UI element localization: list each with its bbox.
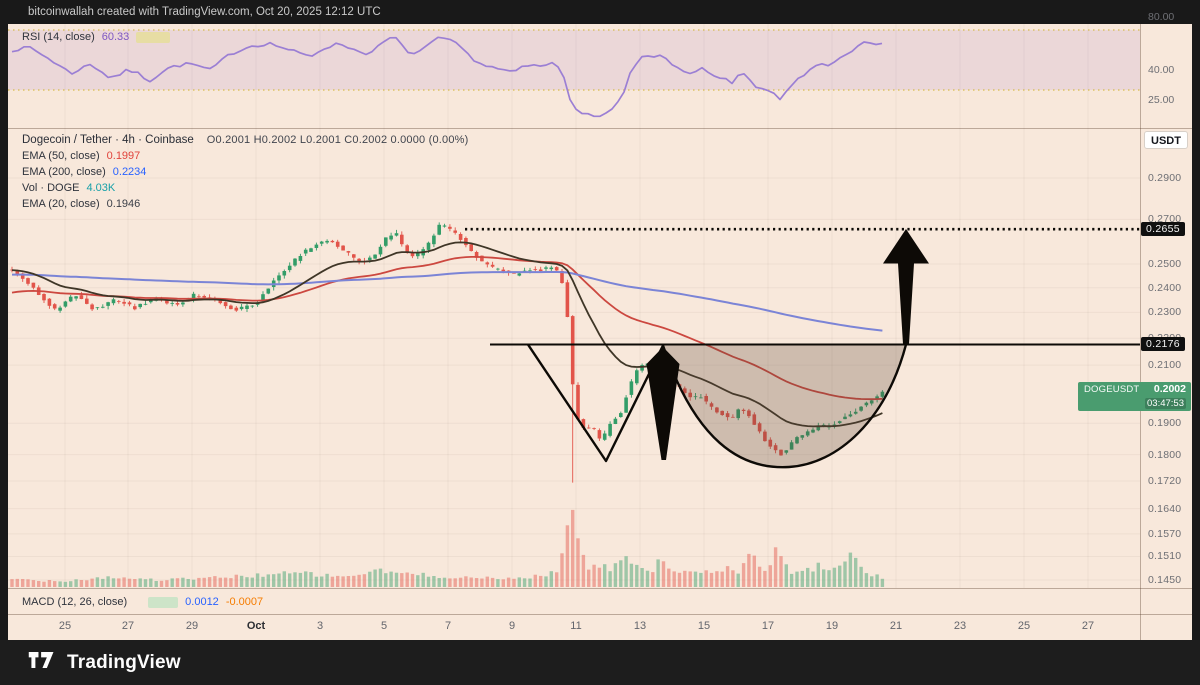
indicator-legend-row[interactable]: EMA (200, close) 0.2234 (22, 164, 469, 180)
time-axis-label: 9 (508, 620, 516, 632)
last-price-value: 0.2002 (1153, 382, 1186, 395)
rsi-pane-plot[interactable] (8, 24, 1140, 128)
time-axis-label: 29 (185, 620, 199, 632)
ema200-line (12, 271, 883, 332)
time-axis-label: 21 (889, 620, 903, 632)
v-pattern-outline[interactable] (527, 343, 665, 463)
time-axis-separator (8, 614, 1192, 615)
time-axis-label: 17 (761, 620, 775, 632)
price-axis-label: 0.1800 (1148, 448, 1182, 461)
indicator-legend-row[interactable]: Vol · DOGE 4.03K (22, 180, 469, 196)
rsi-band (8, 30, 1140, 90)
bar-countdown: 03:47:53 (1145, 397, 1186, 409)
last-price-symbol: DOGEUSDT (1084, 383, 1140, 395)
symbol-legend[interactable]: Dogecoin / Tether · 4h · Coinbase O0.200… (22, 132, 469, 212)
symbol-title: Dogecoin / Tether · 4h · Coinbase (22, 134, 194, 146)
indicator-value: 0.1946 (106, 198, 141, 210)
time-axis-label: 27 (1081, 620, 1095, 632)
ema20-line (11, 241, 883, 428)
price-axis-label: 0.2400 (1148, 281, 1182, 294)
indicator-label: EMA (20, close) (22, 198, 100, 210)
time-axis-label: 11 (570, 620, 582, 632)
rsi-axis-label: 25.00 (1148, 94, 1175, 106)
volume-series (10, 509, 885, 587)
time-axis-label: 5 (380, 620, 388, 632)
indicator-label: EMA (200, close) (22, 166, 106, 178)
last-price-badge: DOGEUSDT 0.2002 03:47:53 (1078, 381, 1191, 411)
rsi-axis-label: 40.00 (1148, 64, 1175, 76)
rsi-value: 60.33 (101, 31, 130, 43)
chart-surface[interactable] (8, 24, 1192, 640)
macd-signal-value: -0.0007 (225, 596, 264, 608)
price-axis-label: 0.2100 (1148, 359, 1182, 372)
price-axis-label: 0.1720 (1148, 474, 1182, 487)
time-axis-label: 7 (444, 620, 452, 632)
rsi-axis-label: 80.00 (1148, 11, 1175, 23)
rsi-grid (64, 24, 1089, 128)
indicator-label: Vol · DOGE (22, 182, 80, 194)
rsi-legend[interactable]: RSI (14, close) 60.33 (22, 29, 171, 45)
indicator-legend-row[interactable]: EMA (20, close) 0.1946 (22, 196, 469, 212)
rsi-line (11, 36, 883, 118)
time-axis-label: Oct (246, 620, 266, 632)
indicator-value: 0.1997 (106, 150, 141, 162)
ema50-line (11, 255, 883, 401)
indicator-legend-rows: EMA (50, close) 0.1997 EMA (200, close) 0.2… (22, 148, 469, 212)
tradingview-logo-icon[interactable] (27, 649, 57, 676)
down-arrow[interactable] (646, 347, 680, 460)
price-axis-label: 0.1450 (1148, 573, 1182, 586)
price-axis-label: 0.1570 (1148, 527, 1182, 540)
macd-line-value: 0.0012 (185, 596, 219, 608)
pattern-annotations[interactable] (465, 227, 1140, 469)
time-axis-label: 23 (953, 620, 967, 632)
rsi-ma-value-swatch (136, 31, 171, 43)
time-axis-label: 3 (316, 620, 324, 632)
pane-separator[interactable] (8, 588, 1192, 589)
time-axis-label: 25 (58, 620, 72, 632)
indicator-value: 0.2234 (112, 166, 147, 178)
price-axis-label: 0.1510 (1148, 550, 1182, 563)
time-axis-label: 15 (697, 620, 711, 632)
price-axis-label: 0.1640 (1148, 502, 1182, 515)
indicator-value: 4.03K (86, 182, 116, 194)
price-axis-label: 0.1900 (1148, 417, 1182, 430)
chart-credit-text: bitcoinwallah created with TradingView.c… (0, 0, 1200, 24)
price-grid (8, 128, 1140, 588)
macd-legend-label: MACD (12, 26, close) (22, 596, 128, 608)
ohlc-values: O0.2001 H0.2002 L0.2001 C0.2002 0.0000 (… (206, 134, 469, 146)
macd-histogram-value-swatch (148, 596, 179, 608)
tradingview-brand-text[interactable]: TradingView (67, 651, 181, 673)
time-axis-label: 19 (825, 620, 839, 632)
resistance-price-badge: 0.2176 (1141, 337, 1185, 352)
up-arrow[interactable] (883, 229, 929, 344)
currency-toggle-button[interactable]: USDT (1144, 131, 1188, 149)
indicator-legend-row[interactable]: EMA (50, close) 0.1997 (22, 148, 469, 164)
price-axis-label: 0.2500 (1148, 258, 1182, 271)
indicator-label: EMA (50, close) (22, 150, 100, 162)
price-axis-label: 0.2900 (1148, 171, 1182, 184)
price-pane-plot[interactable] (8, 128, 1140, 588)
price-axis-label: 0.2300 (1148, 306, 1182, 319)
time-axis-label: 25 (1017, 620, 1031, 632)
pane-separator[interactable] (8, 128, 1192, 129)
rsi-legend-label: RSI (14, close) (22, 31, 95, 43)
macd-legend[interactable]: MACD (12, 26, close) 0.0012 -0.0007 (22, 594, 263, 610)
cup-pattern-outline[interactable] (661, 344, 908, 469)
time-axis-label: 27 (121, 620, 135, 632)
time-axis-label: 13 (633, 620, 647, 632)
target-price-badge: 0.2655 (1141, 221, 1185, 236)
footer-bar: TradingView (0, 640, 1200, 685)
candlestick-series (10, 222, 885, 483)
price-scale-border (1140, 24, 1141, 640)
